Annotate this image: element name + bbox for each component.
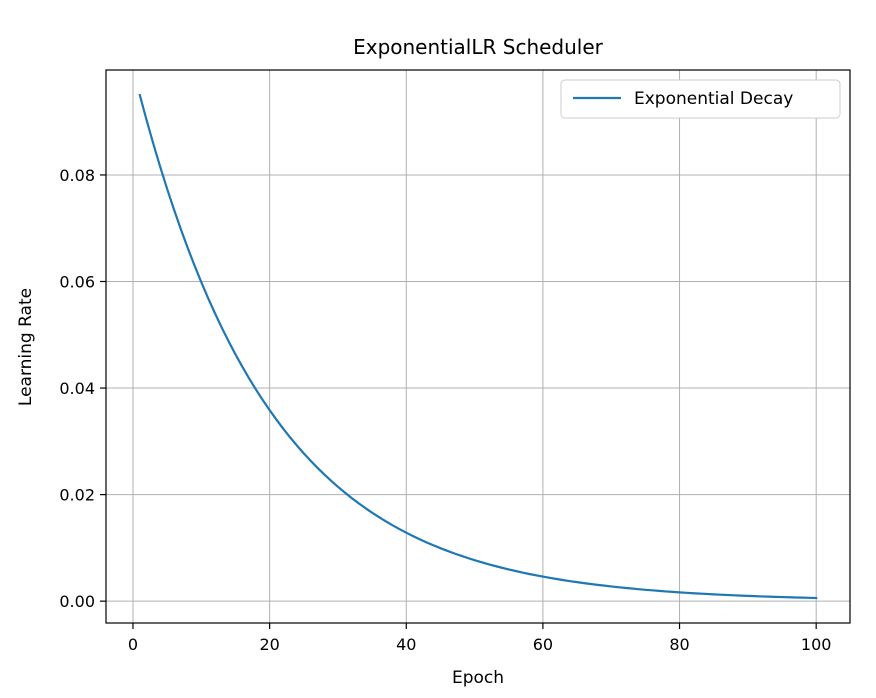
x-tick-label: 100 bbox=[801, 635, 832, 654]
series-layer bbox=[138, 93, 818, 600]
x-tick-label: 20 bbox=[259, 635, 279, 654]
legend: Exponential Decay bbox=[560, 79, 841, 119]
y-tick-label: 0.06 bbox=[59, 273, 95, 292]
x-axis-ticks: 0 20 40 60 80 100 bbox=[128, 623, 832, 654]
x-tick-label: 60 bbox=[533, 635, 553, 654]
legend-label-exponential-decay: Exponential Decay bbox=[634, 89, 793, 109]
legend-box bbox=[560, 79, 841, 119]
series-line-exponential-decay bbox=[138, 93, 818, 600]
plot-area bbox=[106, 70, 850, 623]
y-tick-label: 0.08 bbox=[59, 166, 95, 185]
y-axis-ticks: 0.00 0.02 0.04 0.06 0.08 bbox=[59, 166, 106, 611]
plot-frame bbox=[105, 69, 851, 624]
y-axis-label: Learning Rate bbox=[16, 288, 36, 406]
y-tick-label: 0.02 bbox=[59, 486, 95, 505]
y-tick-label: 0.00 bbox=[59, 592, 95, 611]
x-axis-label: Epoch bbox=[452, 668, 504, 688]
gridlines bbox=[106, 70, 850, 623]
x-tick-label: 40 bbox=[396, 635, 416, 654]
x-tick-label: 0 bbox=[128, 635, 138, 654]
x-tick-label: 80 bbox=[669, 635, 689, 654]
y-tick-label: 0.04 bbox=[59, 379, 95, 398]
chart-title: ExponentialLR Scheduler bbox=[353, 35, 604, 59]
